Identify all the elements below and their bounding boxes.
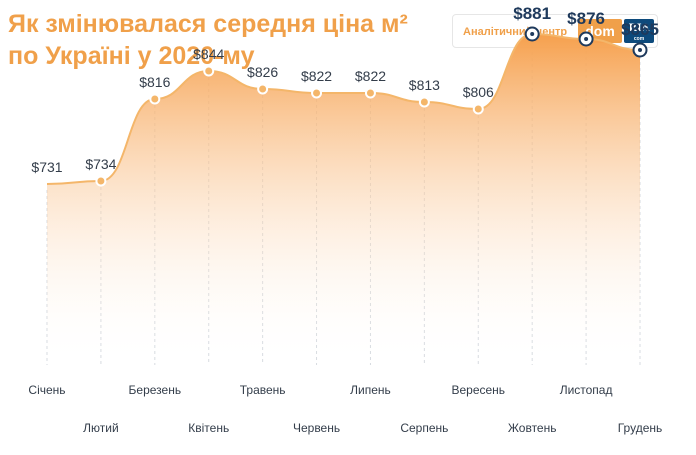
data-marker [418,96,430,108]
data-label: $865 [621,20,659,39]
data-label: $813 [409,77,440,93]
data-markers [95,26,648,187]
x-axis-label: Жовтень [508,421,557,435]
x-axis-label: Травень [240,383,286,397]
chart-title-line-1: Як змінювалася середня ціна м² [8,10,408,38]
logo-ria-sub: com [633,36,645,42]
data-label: $826 [247,64,278,80]
data-label: $734 [85,156,116,172]
x-axis-label: Грудень [618,421,663,435]
data-marker [472,103,484,115]
data-marker [257,83,269,95]
data-label: $806 [463,84,494,100]
data-marker [203,65,215,77]
data-labels: $731 $734 $816 $844 $826 $822 $822 $813 $806 $881… [31,4,658,175]
data-marker-dot [584,37,589,41]
x-axis-label: Серпень [400,421,448,435]
x-axis-label: Квітень [188,421,229,435]
x-axis-label: Лютий [83,421,119,435]
x-axis-label: Березень [129,383,182,397]
data-label: $822 [355,68,386,84]
data-label: $822 [301,68,332,84]
data-marker [311,87,323,99]
data-marker [364,87,376,99]
data-marker [149,93,161,105]
x-axis-label: Липень [350,383,391,397]
data-marker-dot [638,48,642,52]
data-label: $844 [193,46,224,62]
data-label: $731 [31,159,62,175]
data-label: $816 [139,74,170,90]
x-axis-label: Січень [28,383,65,397]
logo-ria-badge: RIA com [624,19,654,43]
data-marker [95,175,107,187]
data-label: $876 [567,9,605,28]
data-marker-dot [530,32,535,36]
x-axis-label: Червень [293,421,340,435]
x-axis-labels: Січень Лютий Березень Квітень Травень Червень… [28,383,662,435]
data-label: $881 [513,4,551,23]
x-axis-label: Вересень [451,383,505,397]
chart-title: Як змінювалася середня ціна м² по Україн… [8,8,408,72]
price-area-fill [47,34,640,365]
chart-title-line-2: по Україні у 2020-му [8,42,255,70]
dom-ria-logo: Аналітичний центр dom RIA com [452,14,658,48]
logo-ria-text: RIA [628,23,650,34]
x-axis-label: Листопад [560,383,613,397]
